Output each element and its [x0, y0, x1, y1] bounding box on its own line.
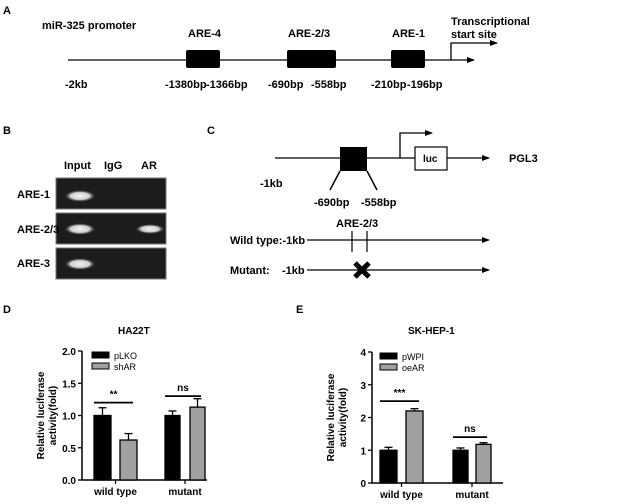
- gel-row-label: ARE-1: [17, 189, 50, 201]
- gel-band: [64, 223, 96, 235]
- chart-sk-hep-1: SK-HEP-1 0 1 2 3 4 Relative luciferaseactivity…: [326, 326, 503, 501]
- tss-label: start site: [451, 29, 497, 41]
- luc-box: [414, 146, 448, 171]
- bar-oear: [475, 443, 492, 484]
- element-label: ARE-2/3: [288, 28, 330, 40]
- bar-pwpi: [452, 449, 469, 484]
- vector-label: PGL3: [509, 153, 538, 165]
- panel-label-d: D: [3, 304, 11, 316]
- zoom-line: [366, 170, 378, 191]
- element-label: ARE-1: [392, 28, 425, 40]
- gel-row-are-1: [55, 177, 167, 210]
- element-label: ARE-4: [188, 28, 222, 40]
- y-tick-label: 2: [360, 414, 366, 425]
- gel-band: [135, 224, 165, 234]
- legend-label: pLKO: [114, 351, 137, 361]
- significance-label: ns: [177, 383, 189, 394]
- tss-arrow: [450, 40, 498, 60]
- gel-band: [64, 190, 96, 202]
- bar-shar: [189, 406, 206, 481]
- chart-ha22t: HA22T 0.0 0.5 1.0 1.5 2.0 Relative luciferasea…: [36, 326, 207, 498]
- y-axis-label: Relative luciferaseactivity(fold): [326, 373, 349, 461]
- chart-title: SK-HEP-1: [408, 326, 455, 337]
- gel-row-label: ARE-3: [17, 258, 50, 270]
- y-tick-label: 1.0: [62, 412, 76, 423]
- y-tick-label: 1.5: [62, 379, 76, 390]
- y-tick-label: 0: [360, 479, 366, 490]
- site-label: ARE-2/3: [336, 218, 378, 230]
- legend-swatch-shar: [91, 362, 110, 370]
- position-label: -210bp: [371, 79, 407, 91]
- panel-label-b: B: [3, 125, 11, 137]
- legend-label: oeAR: [402, 363, 425, 373]
- y-tick-label: 2.0: [62, 347, 76, 358]
- x-tick-label: mutant: [168, 487, 202, 498]
- significance-label: **: [110, 390, 118, 401]
- y-tick-label: 4: [360, 348, 366, 359]
- significance-label: ns: [464, 424, 476, 435]
- y-axis-label: Relative luciferaseactivity(fold): [36, 371, 59, 459]
- position-label: -690bp: [268, 79, 304, 91]
- tss-label: Transcriptional: [451, 16, 530, 28]
- bar-plko: [93, 414, 112, 481]
- legend-swatch-oear: [379, 363, 398, 371]
- zoom-line: [329, 170, 341, 191]
- gel-row-label: ARE-2/3: [17, 224, 59, 236]
- panel-c: C luc PGL3 -1kb -690bp -558bp ARE-2/3 Wi…: [207, 125, 538, 279]
- are-4-box: [186, 50, 220, 68]
- gel-column-label: AR: [141, 160, 157, 172]
- position-label: -1380bp: [165, 79, 207, 91]
- mutant-label: Mutant:: [230, 265, 270, 277]
- start-label: -1kb: [260, 178, 283, 190]
- chart-title: HA22T: [118, 326, 150, 337]
- panel-b: B Input IgG AR ARE-1 ARE-2/3 ARE-3: [3, 125, 167, 280]
- gel-band: [64, 258, 96, 270]
- mutation-x-icon: [353, 261, 371, 279]
- gel-column-label: Input: [64, 160, 91, 172]
- position-label: -2kb: [65, 79, 88, 91]
- y-tick-label: 1: [360, 446, 366, 457]
- y-tick-label: 3: [360, 381, 366, 392]
- bar-plko: [164, 414, 181, 481]
- luc-label: luc: [423, 154, 438, 165]
- are-1-box: [391, 50, 425, 68]
- legend-label: pWPI: [402, 352, 424, 362]
- panel-label-a: A: [3, 5, 11, 17]
- position-label: -558bp: [311, 79, 347, 91]
- promoter-arrow: [399, 130, 433, 158]
- y-tick-label: 0.0: [62, 476, 76, 487]
- position-label: -1366bp: [206, 79, 248, 91]
- x-tick-label: wild type: [379, 490, 423, 501]
- are-2-3-box: [287, 50, 336, 68]
- significance-label: ***: [394, 388, 406, 399]
- bar-shar: [119, 439, 138, 481]
- y-tick-label: 0.5: [62, 444, 76, 455]
- bar-pwpi: [379, 449, 398, 484]
- x-tick-label: wild type: [93, 487, 137, 498]
- are-2-3-box: [340, 147, 367, 171]
- legend-swatch-plko: [91, 351, 110, 359]
- position-label: -690bp: [314, 197, 350, 209]
- panel-label-c: C: [207, 125, 215, 137]
- legend-label: shAR: [114, 362, 137, 372]
- position-label: -196bp: [407, 79, 443, 91]
- x-tick-label: mutant: [455, 490, 489, 501]
- position-label: -558bp: [361, 197, 397, 209]
- promoter-label: miR-325 promoter: [42, 20, 137, 32]
- gel-column-label: IgG: [104, 160, 122, 172]
- wild-type-label: Wild type:-1kb: [230, 235, 305, 247]
- bar-oear: [405, 410, 424, 484]
- panel-a: A miR-325 promoter ARE-4 ARE-2/3 ARE-1 T…: [3, 5, 530, 91]
- mutant-start-label: -1kb: [282, 265, 305, 277]
- legend-swatch-pwpi: [379, 352, 398, 360]
- panel-label-e: E: [296, 304, 303, 316]
